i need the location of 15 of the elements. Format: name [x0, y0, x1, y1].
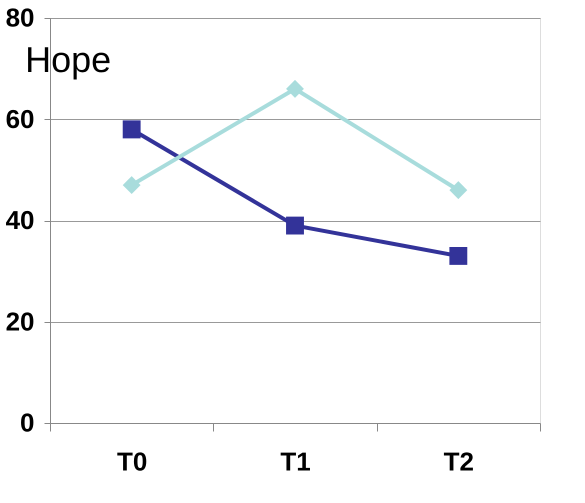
point — [449, 246, 468, 265]
point — [286, 80, 304, 98]
x-tick-label: T2 — [444, 446, 474, 476]
point — [449, 181, 468, 200]
x-tick-label: T0 — [116, 446, 148, 476]
text: Hope — [25, 39, 112, 80]
y-tick-label: 80 — [6, 2, 34, 32]
y-tick-label: 20 — [6, 306, 34, 336]
point — [122, 120, 141, 138]
point — [286, 216, 304, 235]
y-tick-label: 0 — [20, 408, 34, 438]
y-tick-label: 40 — [6, 205, 34, 235]
y-tick-label: 60 — [6, 104, 34, 134]
x-tick-label: T1 — [280, 446, 311, 476]
point — [122, 176, 141, 194]
